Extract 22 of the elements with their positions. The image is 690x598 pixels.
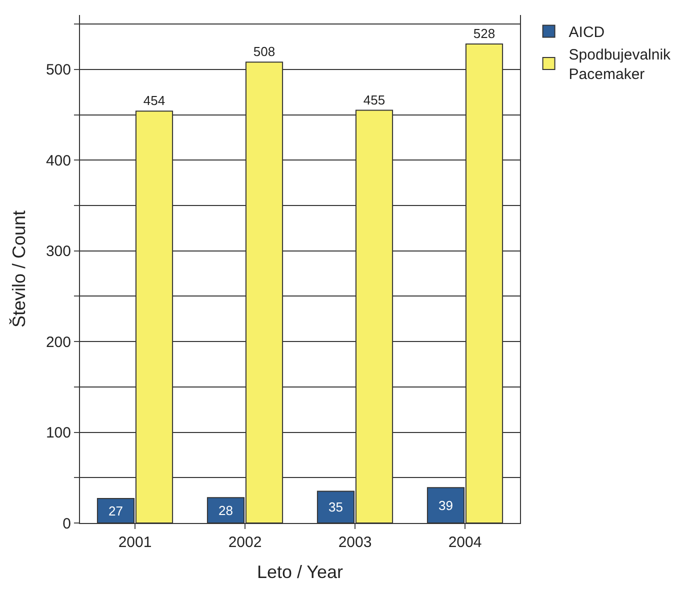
data-label: 454 [143,93,166,108]
x-tick-label: 2001 [118,534,152,551]
y-tick-label: 500 [46,62,71,79]
data-label: 35 [328,500,343,515]
data-label: 28 [218,502,233,518]
data-label: 27 [108,503,123,518]
legend-label: Spodbujevalnik Pacemaker [568,46,672,84]
x-tick-label: 2004 [448,534,482,551]
data-label: 39 [438,498,453,513]
y-axis-title: Število / Count [9,210,30,328]
y-tick-label: 100 [46,424,71,442]
y-tick-label: 400 [46,152,71,170]
y-tick-label: 0 [62,515,71,532]
x-axis-title: Leto / Year [256,562,344,582]
x-tick-label: 2002 [228,534,262,551]
x-tick-label: 2003 [338,534,372,551]
y-tick-label: 200 [46,334,71,351]
legend-label: AICD [568,24,605,42]
y-tick-label: 300 [46,243,71,260]
data-label: 528 [473,26,496,42]
data-label: 508 [253,44,276,60]
data-label: 455 [363,92,386,108]
